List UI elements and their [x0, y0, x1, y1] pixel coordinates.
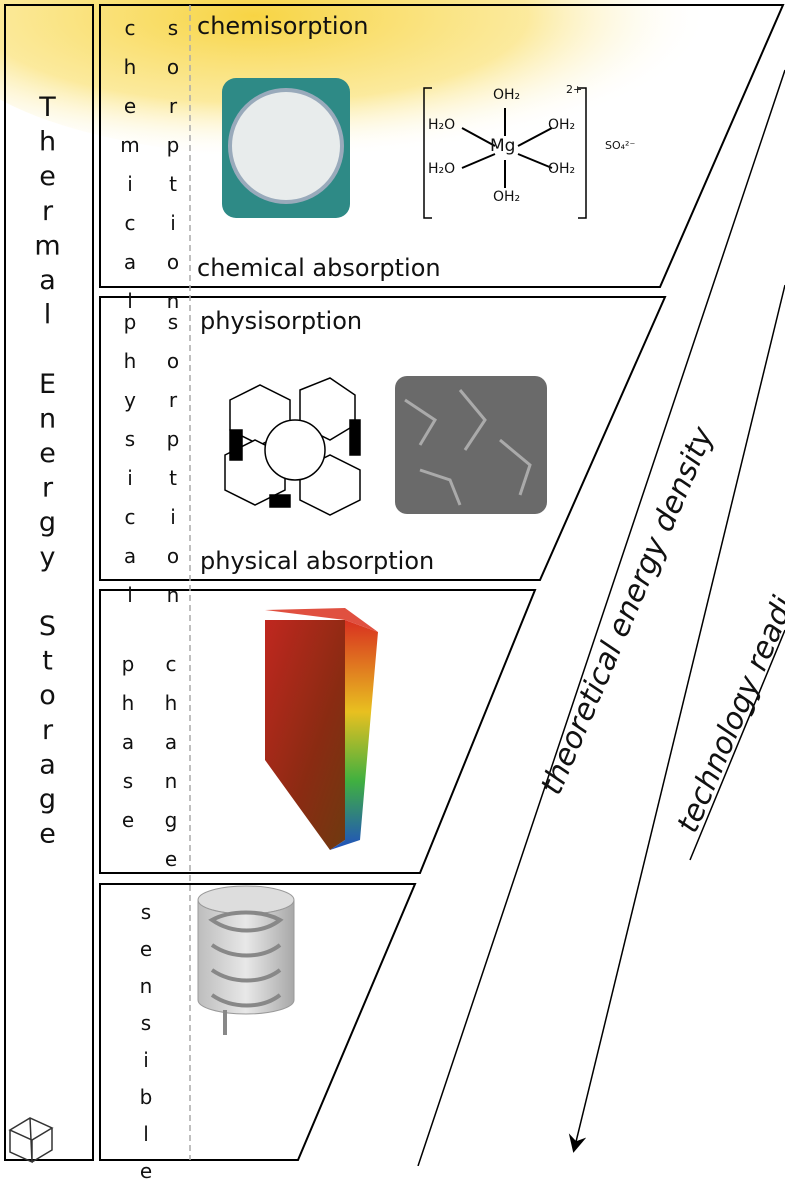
plot-3d: [265, 608, 378, 632]
panel-label: sensible: [134, 900, 158, 1196]
formula-label: OH₂: [493, 189, 521, 205]
panel-label: change: [159, 652, 183, 886]
formula-label: H₂O: [428, 161, 456, 177]
logo: [8, 1117, 54, 1164]
yellow-wash: [0, 0, 710, 160]
formula-label: Mg: [490, 136, 516, 156]
zeolite: [224, 377, 361, 516]
guide-line: [689, 629, 785, 861]
bond: [461, 108, 553, 188]
plot-3d: [330, 620, 378, 850]
panel-label: chemical: [118, 16, 142, 328]
panel-heading: physisorption: [200, 307, 363, 335]
panel-box: [99, 296, 667, 581]
formula-label: OH₂: [493, 87, 521, 103]
formula-label: 2+: [566, 83, 583, 96]
formula-label: SO₄²⁻: [605, 139, 636, 152]
panel-label: sorption: [161, 310, 185, 622]
coil: [208, 910, 284, 1035]
panel-box: [99, 589, 537, 874]
photo: [395, 376, 547, 514]
photo-texture: [404, 389, 532, 506]
formula-label: OH₂: [548, 161, 576, 177]
plot-3d: [265, 620, 345, 850]
formula-label: H₂O: [428, 117, 456, 133]
panel-label: sorption: [161, 16, 185, 328]
guide-line: [417, 69, 785, 1166]
panel-caption: physical absorption: [200, 547, 435, 575]
panel-box: [99, 883, 417, 1161]
panel-box: [99, 4, 785, 288]
panel-heading: chemisorption: [197, 12, 369, 40]
sidebar-box: [4, 4, 94, 1161]
panel-label: physical: [118, 310, 142, 622]
panel-caption: chemical absorption: [197, 254, 441, 282]
bracket: [423, 87, 587, 219]
photo: [228, 88, 344, 204]
arrow: [568, 284, 785, 1153]
panel-label: phase: [116, 652, 140, 847]
sidebar-title: Thermal Energy Storage: [32, 92, 63, 854]
diagram-shapes: [0, 0, 785, 1166]
formula-label: OH₂: [548, 117, 576, 133]
